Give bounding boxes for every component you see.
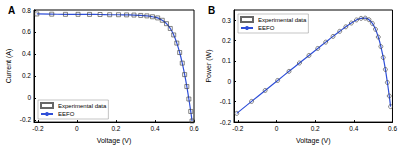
svg-text:0.8: 0.8 [22,7,31,14]
svg-text:0.6: 0.6 [388,125,397,132]
svg-text:0.6: 0.6 [189,125,198,132]
svg-text:Voltage (V): Voltage (V) [296,137,331,145]
svg-text:EEFO: EEFO [58,111,75,117]
svg-text:0.2: 0.2 [222,37,231,44]
svg-text:Current (A): Current (A) [5,49,13,84]
svg-text:0.2: 0.2 [22,72,31,79]
svg-text:0.4: 0.4 [22,50,31,57]
svg-text:0: 0 [227,78,231,85]
svg-text:A: A [8,5,15,16]
svg-text:0.3: 0.3 [222,17,231,24]
svg-text:0: 0 [275,125,279,132]
svg-text:-0.2: -0.2 [220,119,232,126]
svg-text:-0.2: -0.2 [232,125,244,132]
svg-text:Experimental data: Experimental data [258,17,307,23]
svg-text:0: 0 [75,125,79,132]
svg-text:Power (W): Power (W) [205,50,213,83]
svg-text:0.6: 0.6 [22,28,31,35]
svg-text:Experimental data: Experimental data [58,103,107,109]
svg-text:0: 0 [27,94,31,101]
svg-text:-0.2: -0.2 [20,116,32,123]
svg-text:0.4: 0.4 [150,125,159,132]
svg-text:B: B [208,5,215,16]
svg-text:-0.2: -0.2 [32,125,44,132]
svg-text:EEFO: EEFO [258,25,275,31]
svg-text:0.4: 0.4 [349,125,358,132]
svg-text:Voltage (V): Voltage (V) [97,137,132,145]
svg-text:0.2: 0.2 [311,125,320,132]
svg-text:0.2: 0.2 [111,125,120,132]
svg-text:0.1: 0.1 [222,57,231,64]
svg-text:-0.1: -0.1 [220,98,232,105]
